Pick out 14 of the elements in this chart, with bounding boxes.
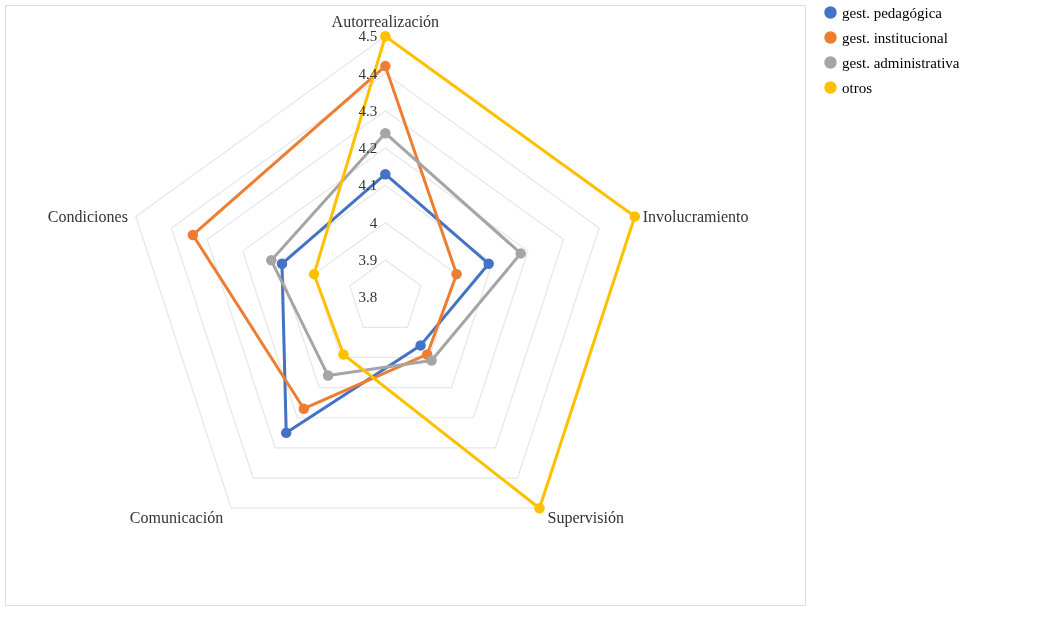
legend-label: gest. pedagógica: [842, 4, 943, 21]
spoke-label: Autorrealización: [331, 13, 440, 31]
y-tick-label: 4.5: [358, 28, 378, 45]
spoke-label: Comunicación: [129, 509, 224, 527]
y-tick-label: 4: [369, 214, 378, 231]
spoke-label: Condiciones: [47, 207, 128, 225]
legend-label: gest. administrativa: [842, 54, 960, 71]
spoke-label: Involucramiento: [642, 207, 749, 225]
legend-label: gest. institucional: [842, 29, 948, 46]
spoke-label: Supervisión: [547, 509, 624, 528]
y-tick-label: 4.2: [358, 140, 378, 157]
legend-label: otros: [842, 79, 873, 96]
y-tick-label: 3.9: [358, 251, 378, 268]
y-tick-label: 3.8: [358, 289, 378, 306]
